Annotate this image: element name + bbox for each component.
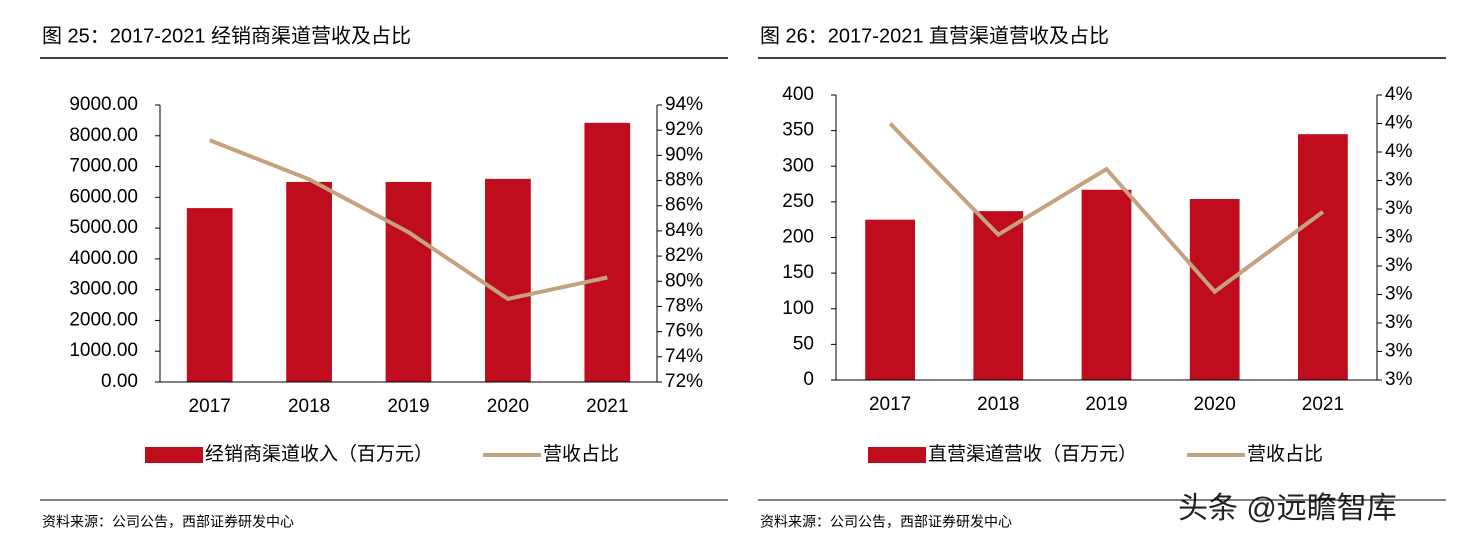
legend-label: 营收占比 [543, 443, 619, 465]
y2-tick-label: 3% [1385, 198, 1413, 219]
y2-tick-label: 3% [1385, 284, 1413, 305]
y2-tick-label: 86% [665, 195, 703, 216]
bar [973, 211, 1024, 380]
bar [186, 208, 233, 382]
x-tick-label: 2021 [586, 396, 628, 417]
y2-tick-label: 82% [665, 245, 703, 266]
y-tick-label: 50 [793, 333, 814, 354]
bar [485, 178, 531, 382]
y-tick-label: 300 [782, 155, 814, 176]
x-tick-label: 2018 [288, 396, 330, 417]
bar [385, 181, 432, 382]
chart-title: 图 25：2017-2021 经销商渠道营收及占比 [42, 24, 411, 47]
legend-swatch [868, 447, 926, 463]
y-tick-label: 6000.00 [69, 186, 138, 207]
y2-tick-label: 72% [665, 371, 703, 392]
bar [286, 181, 332, 382]
y-tick-label: 9000.00 [69, 94, 138, 115]
y2-tick-label: 76% [665, 321, 703, 342]
y2-tick-label: 84% [665, 220, 703, 241]
x-tick-label: 2021 [1302, 394, 1344, 415]
y-tick-label: 200 [782, 227, 814, 248]
bar [1081, 189, 1132, 380]
line [888, 122, 1325, 295]
y-tick-label: 400 [782, 84, 814, 105]
y-tick-label: 1000.00 [69, 340, 138, 361]
watermark: 头条 @远瞻智库 [1178, 492, 1397, 525]
y-tick-label: 0.00 [101, 371, 138, 392]
y2-tick-label: 3% [1385, 341, 1413, 362]
bar [584, 122, 631, 383]
legend-swatch [145, 447, 203, 463]
y2-tick-label: 94% [665, 94, 703, 115]
x-tick-label: 2020 [1194, 394, 1236, 415]
legend-label: 营收占比 [1247, 443, 1323, 465]
y2-tick-label: 90% [665, 144, 703, 165]
y-tick-label: 2000.00 [69, 309, 138, 330]
y2-tick-label: 80% [665, 270, 703, 291]
x-tick-label: 2017 [189, 396, 231, 417]
y-tick-label: 0 [803, 369, 814, 390]
y-tick-label: 250 [782, 191, 814, 212]
source: 资料来源：公司公告，西部证券研发中心 [760, 514, 1012, 530]
x-tick-label: 2018 [977, 394, 1019, 415]
y-tick-label: 350 [782, 120, 814, 141]
y2-tick-label: 88% [665, 170, 703, 191]
y2-tick-label: 3% [1385, 312, 1413, 333]
chart-title: 图 26：2017-2021 直营渠道营收及占比 [760, 24, 1109, 47]
x-tick-label: 2020 [487, 396, 529, 417]
y2-tick-label: 78% [665, 295, 703, 316]
source: 资料来源：公司公告，西部证券研发中心 [42, 514, 294, 530]
line [208, 138, 608, 302]
y-tick-label: 150 [782, 262, 814, 283]
x-tick-label: 2019 [387, 396, 429, 417]
x-tick-label: 2017 [869, 394, 911, 415]
y2-tick-label: 4% [1385, 141, 1413, 162]
y2-tick-label: 3% [1385, 255, 1413, 276]
y2-tick-label: 4% [1385, 113, 1413, 134]
y2-tick-label: 3% [1385, 227, 1413, 248]
y-tick-label: 8000.00 [69, 125, 138, 146]
x-tick-label: 2019 [1085, 394, 1127, 415]
y-tick-label: 7000.00 [69, 156, 138, 177]
legend-label: 直营渠道营收（百万元） [928, 443, 1137, 465]
y-tick-label: 100 [782, 298, 814, 319]
y2-tick-label: 4% [1385, 84, 1413, 105]
y2-tick-label: 74% [665, 346, 703, 367]
y2-tick-label: 3% [1385, 369, 1413, 390]
y-tick-label: 5000.00 [69, 217, 138, 238]
y2-tick-label: 92% [665, 119, 703, 140]
bar [865, 219, 915, 380]
y-tick-label: 4000.00 [69, 248, 138, 269]
bar [1298, 134, 1348, 380]
y-tick-label: 3000.00 [69, 279, 138, 300]
y2-tick-label: 3% [1385, 170, 1413, 191]
legend-label: 经销商渠道收入（百万元） [205, 443, 433, 465]
